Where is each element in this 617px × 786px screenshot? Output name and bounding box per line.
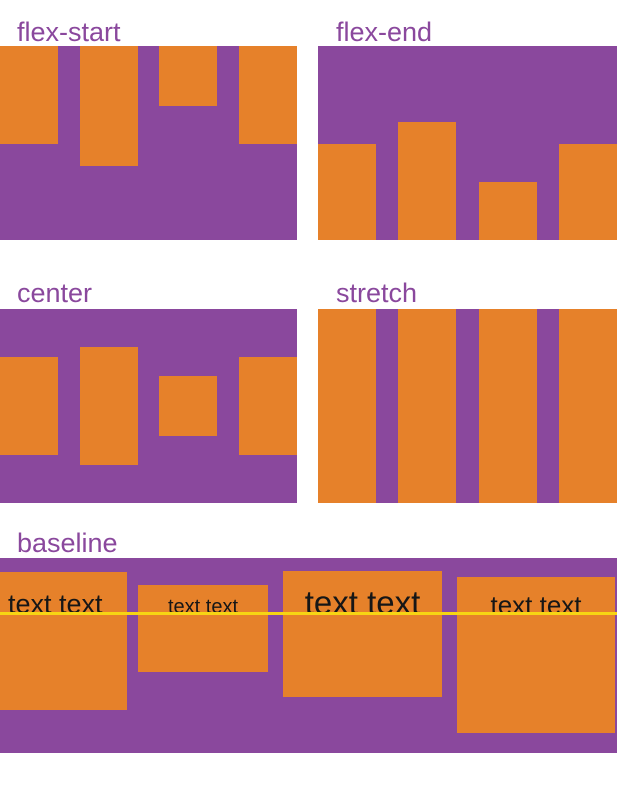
panel-title-stretch: stretch: [336, 278, 418, 308]
flex-item: [398, 122, 457, 240]
flex-end-container: [318, 46, 617, 240]
flex-item: [318, 144, 376, 240]
flex-item: [478, 309, 537, 503]
flex-item: [159, 376, 218, 436]
panel-title-baseline: baseline: [17, 528, 118, 558]
baseline-flex-item: text text: [283, 571, 442, 697]
baseline-indicator-line: [0, 612, 617, 615]
flex-item: [478, 182, 537, 240]
baseline-container: text text text text text text text text: [0, 558, 617, 753]
baseline-flex-item: text text: [0, 572, 127, 710]
flex-item: [558, 309, 617, 503]
flex-item: [79, 347, 138, 465]
panel-title-flex-end: flex-end: [336, 17, 433, 47]
flex-item: [238, 46, 297, 144]
stretch-container: [318, 309, 617, 503]
panel-title-center: center: [17, 278, 93, 308]
flex-item: [79, 46, 138, 166]
flex-item: [159, 46, 218, 106]
flex-item: [318, 309, 376, 503]
flex-item: [238, 357, 297, 455]
flex-item: [398, 309, 457, 503]
flex-item: [0, 357, 58, 455]
panel-title-flex-start: flex-start: [17, 17, 121, 47]
center-container: [0, 309, 297, 503]
baseline-flex-item: text text: [457, 577, 615, 733]
flex-item: [0, 46, 58, 144]
baseline-flex-item: text text: [138, 585, 268, 672]
flex-item: [558, 144, 617, 240]
flex-start-container: [0, 46, 297, 240]
